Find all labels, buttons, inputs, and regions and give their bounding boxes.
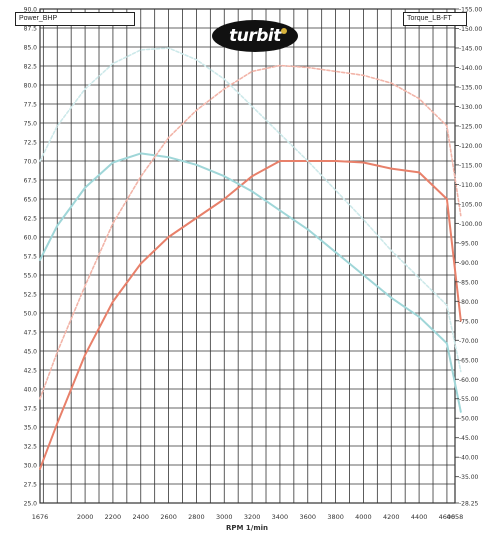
left-tick-label: 77.5 [24,102,38,109]
series-line-1 [39,152,462,413]
left-tick-label: 60.0 [24,235,38,242]
turbit-logo: turbit [212,20,298,52]
series-line-3 [39,47,462,373]
left-tick-label: 90.0 [24,7,38,14]
left-tick-label: 30.0 [24,463,38,470]
left-tick-label: 37.5 [24,406,38,413]
series-lines [39,47,462,470]
left-tick-label: 50.0 [24,311,38,318]
x-tick-label: 3400 [272,513,289,521]
left-tick-label: 82.5 [24,64,38,71]
series-line-0 [39,160,462,470]
right-tick-label: -130.00 [459,104,482,111]
x-tick-label: 3200 [244,513,261,521]
left-tick-label: 52.5 [24,292,38,299]
x-tick-label: 3800 [327,513,344,521]
right-tick-label: -135.00 [459,84,482,91]
x-tick-label: 4658 [447,513,464,521]
right-tick-label: -80.00 [459,299,479,306]
right-tick-label: -45.00 [459,435,479,442]
logo-dot-icon [281,28,287,34]
right-tick-label: -70.00 [459,338,479,345]
right-tick-label: -90.00 [459,260,479,267]
left-tick-label: 75.0 [24,121,38,128]
x-tick-label: 3600 [299,513,316,521]
left-tick-label: 62.5 [24,216,38,223]
right-tick-label: -140.00 [459,65,482,72]
x-tick-label: 2600 [160,513,177,521]
x-axis-label: RPM 1/min [226,524,268,532]
left-tick-label: 87.5 [24,26,38,33]
left-tick-label: 55.0 [24,273,38,280]
left-tick-label: 47.5 [24,330,38,337]
x-tick-label: 3000 [216,513,233,521]
left-tick-label: 80.0 [24,83,38,90]
logo-text: turbit [229,26,281,46]
x-tick-label: 1676 [32,513,49,521]
right-axis-ticks: -155.00 -150.00 -145.00 -140.00 -135.00 -130.… [455,7,482,508]
right-tick-label: -150.00 [459,26,482,33]
x-tick-label: 2400 [132,513,149,521]
x-tick-label: 2000 [77,513,94,521]
x-tick-label: 2200 [105,513,122,521]
right-tick-label: -28.25 [459,501,479,508]
right-tick-label: -50.00 [459,416,479,423]
right-tick-label: -125.00 [459,123,482,130]
legend-torque-lbft: Torque_LB-FT [403,12,467,26]
series-line-2 [39,64,462,400]
right-tick-label: -75.00 [459,318,479,325]
right-tick-label: -95.00 [459,240,479,247]
right-tick-label: -105.00 [459,201,482,208]
left-tick-label: 32.5 [24,444,38,451]
left-tick-label: 85.0 [24,45,38,52]
left-tick-label: 40.0 [24,387,38,394]
right-tick-label: -35.00 [459,474,479,481]
right-tick-label: -155.00 [459,7,482,14]
right-tick-label: -145.00 [459,45,482,52]
right-tick-label: -100.00 [459,221,482,228]
left-tick-label: 57.5 [24,254,38,261]
right-tick-label: -55.00 [459,396,479,403]
left-tick-label: 65.0 [24,197,38,204]
x-tick-label: 4200 [383,513,400,521]
right-tick-label: -110.00 [459,182,482,189]
x-axis-ticks: 1676 2000 2200 2400 2600 2800 3000 3200 3400 3600… [32,513,464,521]
left-tick-label: 25.0 [24,501,38,508]
x-tick-label: 4000 [355,513,372,521]
legend-power-bhp: Power_BHP [15,12,135,26]
left-tick-label: 67.5 [24,178,38,185]
right-tick-label: -120.00 [459,143,482,150]
left-tick-label: 70.0 [24,159,38,166]
left-tick-label: 27.5 [24,482,38,489]
left-tick-label: 72.5 [24,140,38,147]
grid-lines [39,8,456,504]
right-tick-label: -40.00 [459,455,479,462]
right-tick-label: -85.00 [459,279,479,286]
x-tick-label: 4600 [439,513,456,521]
x-tick-label: 4400 [411,513,428,521]
left-tick-label: 45.0 [24,349,38,356]
right-tick-label: -60.00 [459,377,479,384]
right-tick-label: -115.00 [459,162,482,169]
left-axis-ticks: 90.0 87.5 85.0 82.5 80.0 77.5 75.0 72.5 70.0 67.5… [24,7,38,508]
left-tick-label: 35.0 [24,425,38,432]
x-tick-label: 2800 [188,513,205,521]
left-tick-label: 42.5 [24,368,38,375]
right-tick-label: -65.00 [459,357,479,364]
